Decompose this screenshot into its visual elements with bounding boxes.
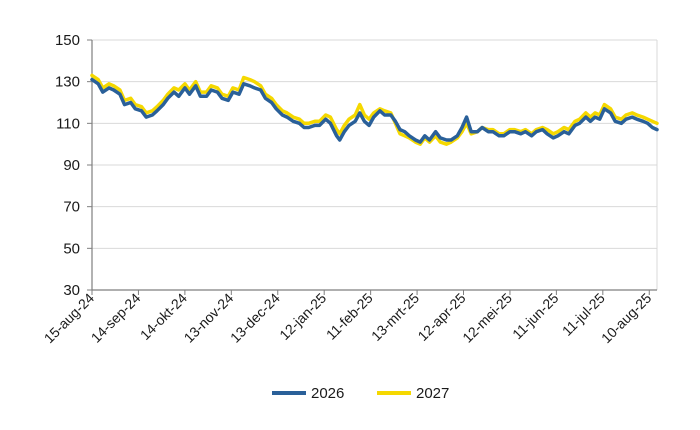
series-line-2026 — [90, 77, 659, 144]
y-tick-label: 150 — [55, 32, 80, 49]
y-axis-ticks: 30 50 70 90 110 130 150 — [55, 32, 92, 299]
series-lines — [90, 73, 659, 146]
gridlines — [92, 39, 658, 290]
y-tick-label: 130 — [55, 74, 80, 91]
legend-label-2026: 2026 — [311, 385, 344, 402]
y-tick-label: 70 — [63, 199, 80, 216]
legend-label-2027: 2027 — [416, 385, 449, 402]
legend: 2026 2027 — [272, 385, 449, 402]
series-line-2027 — [90, 73, 659, 146]
y-tick-label: 30 — [63, 282, 80, 299]
y-tick-label: 50 — [63, 240, 80, 257]
y-tick-label: 110 — [56, 115, 80, 132]
y-tick-label: 90 — [63, 157, 80, 174]
